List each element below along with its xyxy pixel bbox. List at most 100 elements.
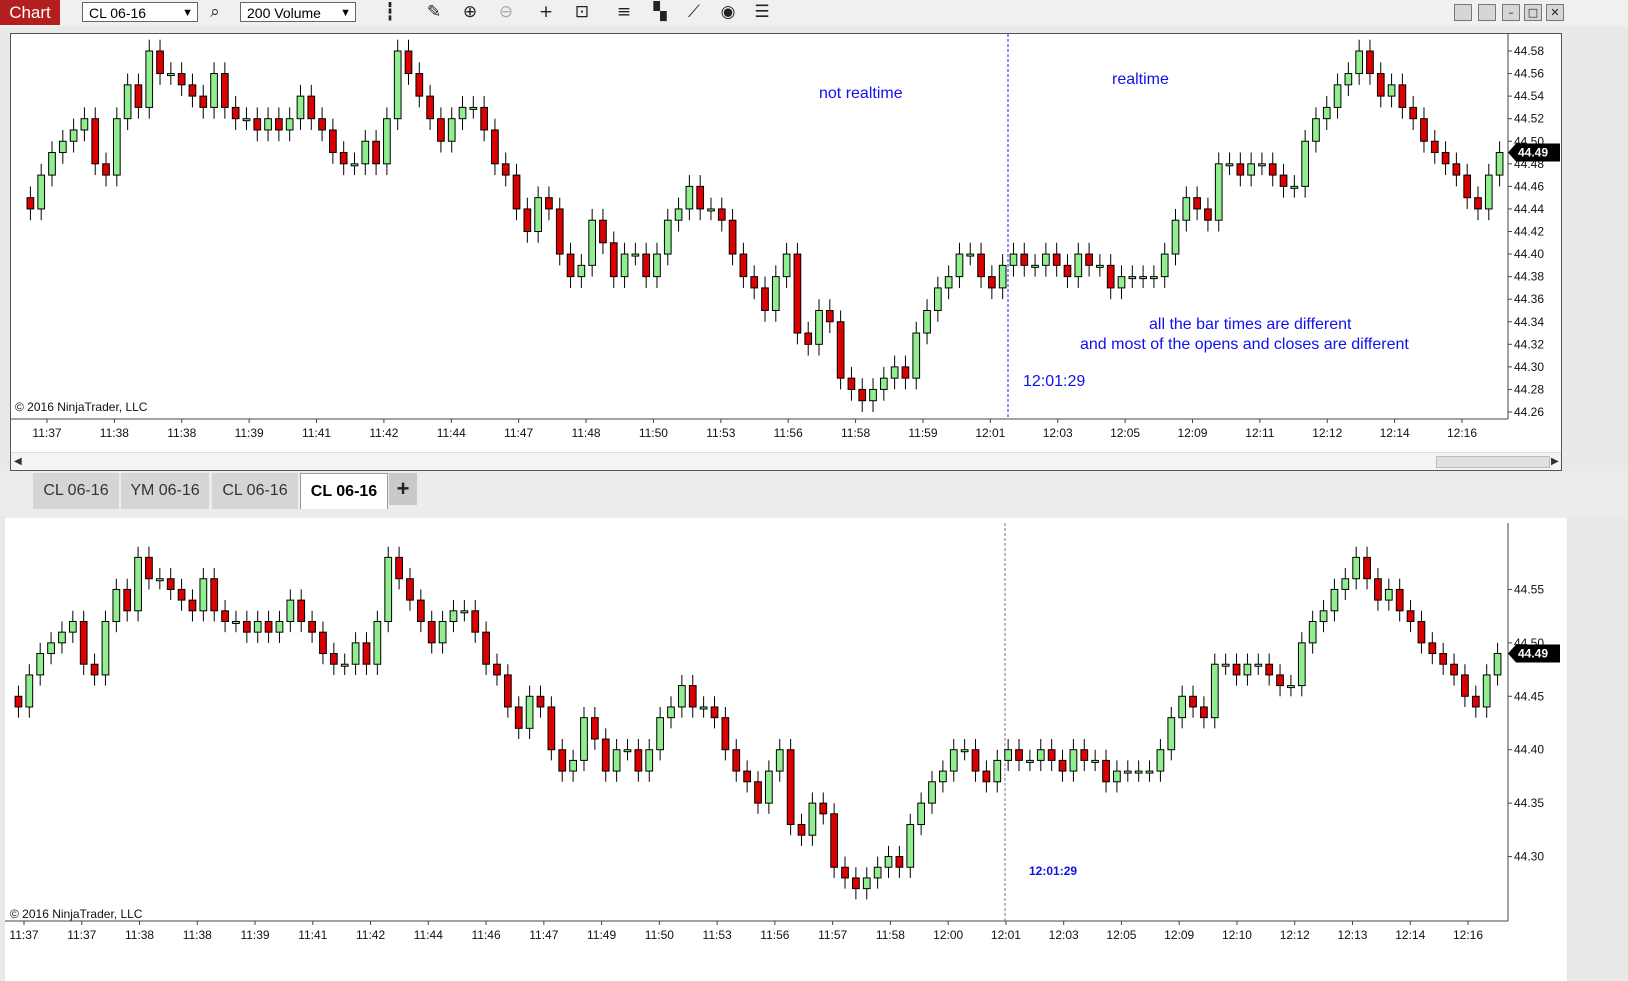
candle-body xyxy=(404,50,413,75)
x-tick-label: 12:10 xyxy=(1222,928,1252,942)
y-tick-label: 44.52 xyxy=(1514,112,1544,126)
candle-body xyxy=(955,253,964,278)
tile-right-icon[interactable] xyxy=(1478,4,1496,21)
top-chart-panel[interactable]: 44.58 44.56 44.54 44.52 44.50 44.48 44.46 44.44… xyxy=(10,33,1562,471)
candle-body xyxy=(928,781,936,804)
chart-menu-button[interactable]: Chart xyxy=(0,0,60,25)
candle-body xyxy=(1258,163,1266,167)
zoom-in-icon[interactable]: ⊕ xyxy=(462,2,478,22)
candle-body xyxy=(14,695,23,708)
candle xyxy=(1384,578,1393,611)
candle xyxy=(395,546,403,590)
candle-body xyxy=(188,599,197,612)
close-icon[interactable]: ✕ xyxy=(1546,4,1564,21)
candle-body xyxy=(1004,749,1013,761)
candle xyxy=(210,62,218,119)
candle xyxy=(739,242,748,288)
candle-body xyxy=(804,332,813,345)
candle xyxy=(1366,39,1374,85)
candle-body xyxy=(797,824,806,836)
x-tick-label: 12:11 xyxy=(1245,426,1274,440)
zoom-out-icon[interactable]: ⊖ xyxy=(498,2,514,22)
candle xyxy=(580,706,588,772)
instrument-selector[interactable]: CL 06-16 ▼ xyxy=(82,2,198,22)
candle xyxy=(663,208,672,266)
candle-body xyxy=(339,152,348,165)
scroll-right-icon[interactable]: ▶ xyxy=(1551,456,1559,467)
candle xyxy=(482,621,490,675)
candle xyxy=(1395,578,1404,622)
tab-cl-06-16-2[interactable]: CL 06-16 xyxy=(212,473,298,509)
candle xyxy=(145,39,154,119)
candle-body xyxy=(1322,106,1331,120)
candle-body xyxy=(501,163,510,176)
candle xyxy=(1004,739,1013,772)
price-flag-shape xyxy=(1508,143,1560,162)
candle xyxy=(1474,186,1482,221)
candle-body xyxy=(1009,253,1018,266)
bar-type-selector[interactable]: 200 Volume ▼ xyxy=(240,2,356,22)
scroll-left-icon[interactable]: ◀ xyxy=(14,456,22,467)
tile-left-icon[interactable] xyxy=(1454,4,1472,21)
candle-body xyxy=(879,377,888,390)
candle xyxy=(1461,664,1469,707)
candle-body xyxy=(884,856,893,868)
tab-cl-06-16-active[interactable]: CL 06-16 xyxy=(300,473,388,509)
candle xyxy=(1171,208,1180,266)
maximize-icon[interactable]: □ xyxy=(1524,4,1542,21)
candle xyxy=(858,378,867,412)
candle xyxy=(674,197,683,232)
candle xyxy=(873,856,882,889)
search-icon[interactable]: ⌕ xyxy=(210,2,220,22)
drawing-objects-icon[interactable]: ⟋ xyxy=(688,2,700,22)
candle-body xyxy=(525,695,534,729)
x-tick-label: 11:53 xyxy=(706,426,735,440)
refresh-icon[interactable]: ◉ xyxy=(720,2,736,22)
candle-body xyxy=(1167,717,1176,751)
add-tab-button[interactable]: + xyxy=(389,473,417,505)
crosshair-icon[interactable]: + xyxy=(538,2,554,22)
strategies-icon[interactable]: ▚ xyxy=(653,2,667,22)
candle xyxy=(830,803,839,878)
candle-body xyxy=(437,118,445,142)
top-chart-canvas[interactable]: 44.5844.5644.5444.5244.5044.4844.4644.44… xyxy=(11,34,1562,452)
candle xyxy=(460,600,469,622)
bar-type-value: 200 Volume xyxy=(247,5,321,21)
scrollbar-thumb[interactable] xyxy=(1436,456,1550,468)
candle-body xyxy=(199,578,208,612)
annotation-note-line1: all the bar times are different xyxy=(1149,316,1352,333)
x-tick-label: 11:58 xyxy=(876,928,905,942)
candle-body xyxy=(264,118,272,131)
candle xyxy=(1160,242,1169,288)
candle xyxy=(155,568,164,590)
candle xyxy=(1290,175,1299,198)
candle-body xyxy=(1254,663,1263,667)
candle xyxy=(912,321,921,390)
candle-body xyxy=(242,620,251,633)
candle-body xyxy=(612,749,621,772)
candle xyxy=(447,107,456,153)
candle xyxy=(501,152,510,187)
candle xyxy=(1333,73,1342,119)
candle-body xyxy=(1450,663,1458,676)
tab-ym-06-16[interactable]: YM 06-16 xyxy=(121,473,209,509)
bar-style-icon[interactable]: ┇ xyxy=(384,2,396,22)
candle-body xyxy=(286,599,295,622)
indicators-icon[interactable]: ≡ xyxy=(616,2,632,22)
candle-body xyxy=(1150,276,1158,280)
candle-body xyxy=(966,253,975,257)
candle-body xyxy=(971,749,980,772)
drawing-tool-icon[interactable]: ✎ xyxy=(426,2,442,22)
tab-cl-06-16-1[interactable]: CL 06-16 xyxy=(33,473,119,509)
properties-icon[interactable]: ☰ xyxy=(754,2,770,22)
bottom-chart-panel[interactable]: 44.55 44.50 44.45 44.40 44.35 44.30 11:37 11:37… xyxy=(5,518,1567,981)
minimize-icon[interactable]: – xyxy=(1502,4,1520,21)
candle-body xyxy=(329,129,337,154)
data-box-icon[interactable]: ⊡ xyxy=(574,2,590,22)
candle-body xyxy=(569,759,577,772)
candle xyxy=(890,355,899,390)
candle-body xyxy=(1308,620,1317,644)
horizontal-scrollbar[interactable]: ◀ ▶ xyxy=(11,452,1561,470)
candle-body xyxy=(395,556,403,580)
